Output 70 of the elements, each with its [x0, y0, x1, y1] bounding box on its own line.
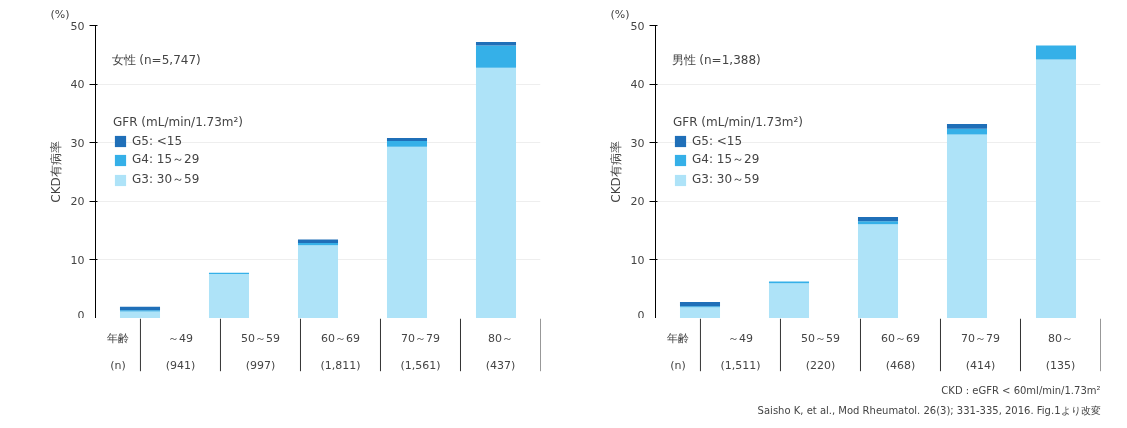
- bar: [1035, 59, 1077, 318]
- text: Saisho K, et al., Mod Rheumatol. 26(3); 331-335, 2016. Fig.1より改変: [757, 405, 1101, 416]
- text: 年齢: [666, 332, 689, 346]
- bar: [946, 123, 988, 129]
- bar: [119, 311, 161, 318]
- text: (%): [50, 7, 70, 21]
- legend-title: GFR (mL/min/1.73m²): [113, 115, 244, 129]
- bar: [1035, 45, 1077, 60]
- text: (941): [165, 358, 196, 372]
- x-tick-label: ～49: [727, 332, 753, 346]
- bar: [857, 224, 899, 318]
- legend-label: G5: <15: [132, 134, 183, 148]
- legend-label: G4: 15～29: [692, 151, 760, 168]
- x-tick-label: 80～: [1048, 332, 1073, 346]
- text: (1,561): [400, 358, 441, 372]
- legend-title: GFR (mL/min/1.73m²): [673, 115, 804, 129]
- y-tick-label: 0: [637, 308, 645, 322]
- bar: [857, 217, 899, 222]
- text: (n): [670, 358, 686, 372]
- bar: [475, 67, 517, 318]
- x-tick-label: 60～69: [320, 332, 360, 346]
- y-tick-label: 30: [70, 136, 85, 150]
- bar: [208, 273, 250, 318]
- y-tick-label: 50: [70, 19, 85, 33]
- y-tick-label: 40: [70, 78, 85, 92]
- y-tick-label: 0: [77, 308, 85, 322]
- text: (1,511): [720, 358, 761, 372]
- bar: [946, 134, 988, 318]
- legend-label: G5: <15: [692, 134, 743, 148]
- bar: [386, 138, 428, 141]
- bar: [679, 302, 721, 307]
- text: (%): [610, 7, 630, 21]
- x-tick-label: 80～: [488, 332, 513, 346]
- text: (997): [245, 358, 276, 372]
- text: (414): [965, 358, 996, 372]
- y-tick-label: 30: [630, 136, 645, 150]
- y-tick-label: 50: [630, 19, 645, 33]
- bar: [297, 245, 339, 318]
- text: (437): [485, 358, 516, 372]
- text: (135): [1045, 358, 1076, 372]
- bar: [679, 307, 721, 318]
- bar: [857, 221, 899, 225]
- y-tick-label: 10: [630, 253, 645, 267]
- text: (n): [110, 358, 126, 372]
- y-tick-label: 20: [70, 195, 85, 209]
- x-tick-label: 70～79: [960, 332, 1000, 346]
- x-tick-label: 70～79: [400, 332, 440, 346]
- annotation: 女性 (n=5,747): [111, 52, 201, 67]
- legend-label: G3: 30～59: [692, 171, 760, 188]
- y-tick-label: 20: [630, 195, 645, 209]
- legend-label: G4: 15～29: [132, 151, 200, 168]
- y-tick-label: 40: [630, 78, 645, 92]
- text: (1,811): [320, 358, 361, 372]
- bar: [475, 45, 517, 68]
- text: (468): [885, 358, 916, 372]
- text: (220): [805, 358, 836, 372]
- x-tick-label: ～49: [167, 332, 193, 346]
- text: 年齢: [106, 332, 129, 346]
- bar: [386, 146, 428, 318]
- x-tick-label: 50～59: [240, 332, 280, 346]
- x-tick-label: 60～69: [880, 332, 920, 346]
- legend-label: G3: 30～59: [132, 171, 200, 188]
- x-tick-label: 50～59: [800, 332, 840, 346]
- y-axis-title: CKD有病率: [48, 141, 63, 203]
- annotation: 男性 (n=1,388): [671, 52, 761, 67]
- y-axis-title: CKD有病率: [608, 141, 623, 203]
- y-tick-label: 10: [70, 253, 85, 267]
- bar: [768, 283, 810, 318]
- bar: [386, 140, 428, 147]
- text: CKD : eGFR < 60ml/min/1.73m²: [941, 385, 1101, 396]
